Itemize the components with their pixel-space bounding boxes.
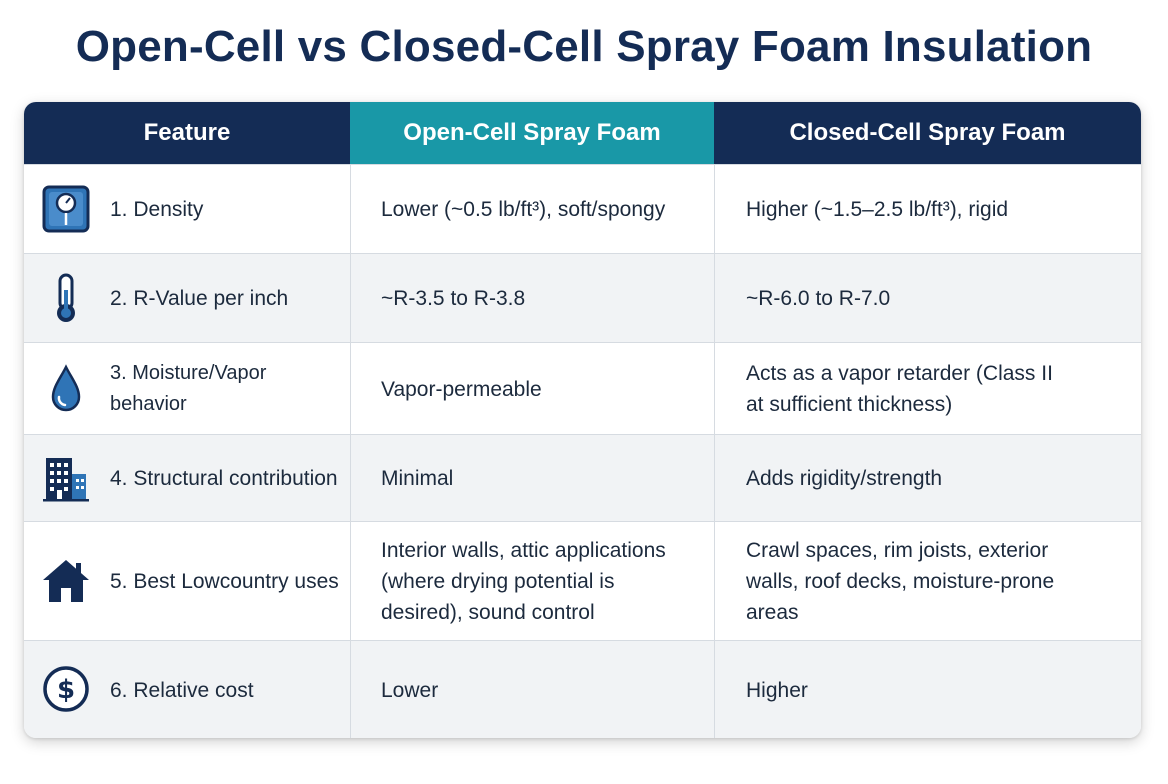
column-divider: [714, 164, 715, 738]
table-row: 1. Density Lower (~0.5 lb/ft³), soft/spo…: [24, 164, 1141, 254]
water-drop-icon: [40, 363, 92, 415]
header-closed-cell: Closed-Cell Spray Foam: [714, 102, 1141, 164]
closed-cell-value: Higher (~1.5–2.5 lb/ft³), rigid: [746, 198, 1009, 221]
feature-label: 4. Structural contribution: [110, 467, 338, 490]
comparison-table: Feature Open-Cell Spray Foam Closed-Cell…: [24, 102, 1141, 738]
column-divider: [350, 164, 351, 738]
closed-cell-value: Adds rigidity/strength: [746, 467, 943, 490]
feature-label: 5. Best Lowcountry uses: [110, 570, 339, 593]
thermometer-icon: [40, 272, 92, 324]
closed-cell-value: Crawl spaces, rim joists, exterior walls…: [746, 539, 1055, 624]
feature-label: 1. Density: [110, 198, 204, 221]
dollar-icon: $: [40, 663, 92, 715]
header-open-cell: Open-Cell Spray Foam: [350, 102, 714, 164]
svg-text:$: $: [57, 675, 75, 705]
table-row: 3. Moisture/Vapor behavior Vapor-permeab…: [24, 342, 1141, 435]
feature-label: 2. R-Value per inch: [110, 287, 289, 310]
table-row: 4. Structural contribution Minimal Adds …: [24, 434, 1141, 522]
open-cell-value: Lower (~0.5 lb/ft³), soft/spongy: [381, 198, 666, 221]
header-feature: Feature: [24, 102, 350, 164]
table-row: $ 6. Relative cost Lower Higher: [24, 640, 1141, 738]
open-cell-value: Minimal: [381, 467, 454, 490]
closed-cell-value: Higher: [746, 678, 808, 702]
table-row: 5. Best Lowcountry uses Interior walls, …: [24, 521, 1141, 641]
feature-label: 6. Relative cost: [110, 678, 254, 702]
scale-icon: [40, 183, 92, 235]
open-cell-value: Vapor-permeable: [381, 377, 542, 401]
open-cell-value: Interior walls, attic applications (wher…: [381, 539, 666, 624]
house-icon: [40, 555, 92, 607]
closed-cell-value: ~R-6.0 to R-7.0: [746, 287, 891, 310]
table-row: 2. R-Value per inch ~R-3.5 to R-3.8 ~R-6…: [24, 253, 1141, 343]
building-icon: [40, 452, 92, 504]
feature-label: 3. Moisture/Vapor behavior: [110, 362, 267, 415]
closed-cell-value: Acts as a vapor retarder (Class II at su…: [746, 362, 1053, 416]
open-cell-value: Lower: [381, 678, 439, 702]
open-cell-value: ~R-3.5 to R-3.8: [381, 287, 526, 310]
page-title: Open-Cell vs Closed-Cell Spray Foam Insu…: [75, 22, 1093, 71]
